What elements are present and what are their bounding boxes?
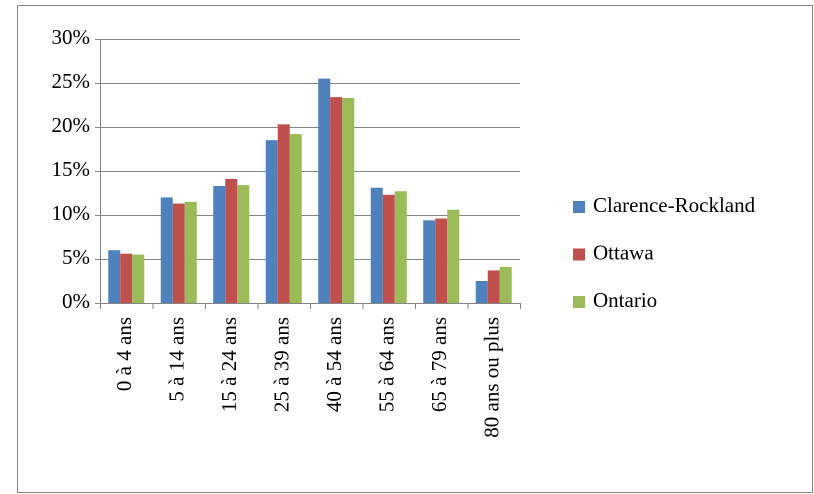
- x-tick-label: 65 à 79 ans: [427, 317, 451, 412]
- y-tick-label: 30%: [52, 25, 91, 49]
- bar: [184, 201, 197, 303]
- legend-label: Ottawa: [593, 240, 654, 264]
- legend-swatch: [573, 201, 585, 213]
- x-tick-label: 40 à 54 ans: [322, 317, 346, 412]
- legend-swatch: [573, 296, 585, 308]
- bar: [394, 191, 407, 303]
- bar: [318, 78, 331, 303]
- bar: [289, 134, 302, 303]
- legend-swatch: [573, 248, 585, 261]
- y-tick-label: 15%: [52, 157, 91, 181]
- y-tick-label: 10%: [52, 201, 91, 225]
- x-tick-label: 25 à 39 ans: [270, 317, 294, 412]
- bar: [435, 218, 448, 303]
- bar: [370, 187, 383, 303]
- bar: [225, 178, 238, 303]
- bar: [330, 97, 343, 303]
- bar: [423, 220, 436, 303]
- bar: [277, 124, 290, 303]
- bar: [132, 254, 145, 303]
- bar: [447, 209, 460, 303]
- x-tick-label: 15 à 24 ans: [217, 317, 241, 412]
- y-tick-label: 20%: [52, 113, 91, 137]
- bar: [487, 270, 500, 303]
- bar: [342, 97, 355, 304]
- bar: [108, 250, 121, 303]
- x-tick-label: 80 ans ou plus: [480, 317, 504, 438]
- x-tick-label: 5 à 14 ans: [165, 317, 189, 402]
- legend-label: Clarence-Rockland: [593, 193, 756, 217]
- bar: [213, 185, 226, 303]
- bar: [120, 253, 133, 303]
- y-tick-label: 5%: [62, 245, 90, 269]
- bar: [237, 185, 250, 303]
- bar: [160, 197, 173, 303]
- x-tick-label: 0 à 4 ans: [112, 317, 136, 391]
- bar: [265, 140, 278, 303]
- legend-label: Ontario: [593, 288, 657, 312]
- y-tick-label: 0%: [62, 289, 90, 313]
- bar: [499, 266, 512, 303]
- y-tick-label: 25%: [52, 69, 91, 93]
- bar: [475, 281, 488, 303]
- chart-border: [17, 5, 813, 493]
- x-tick-label: 55 à 64 ans: [375, 317, 399, 412]
- bar: [382, 194, 395, 303]
- bar: [172, 203, 185, 303]
